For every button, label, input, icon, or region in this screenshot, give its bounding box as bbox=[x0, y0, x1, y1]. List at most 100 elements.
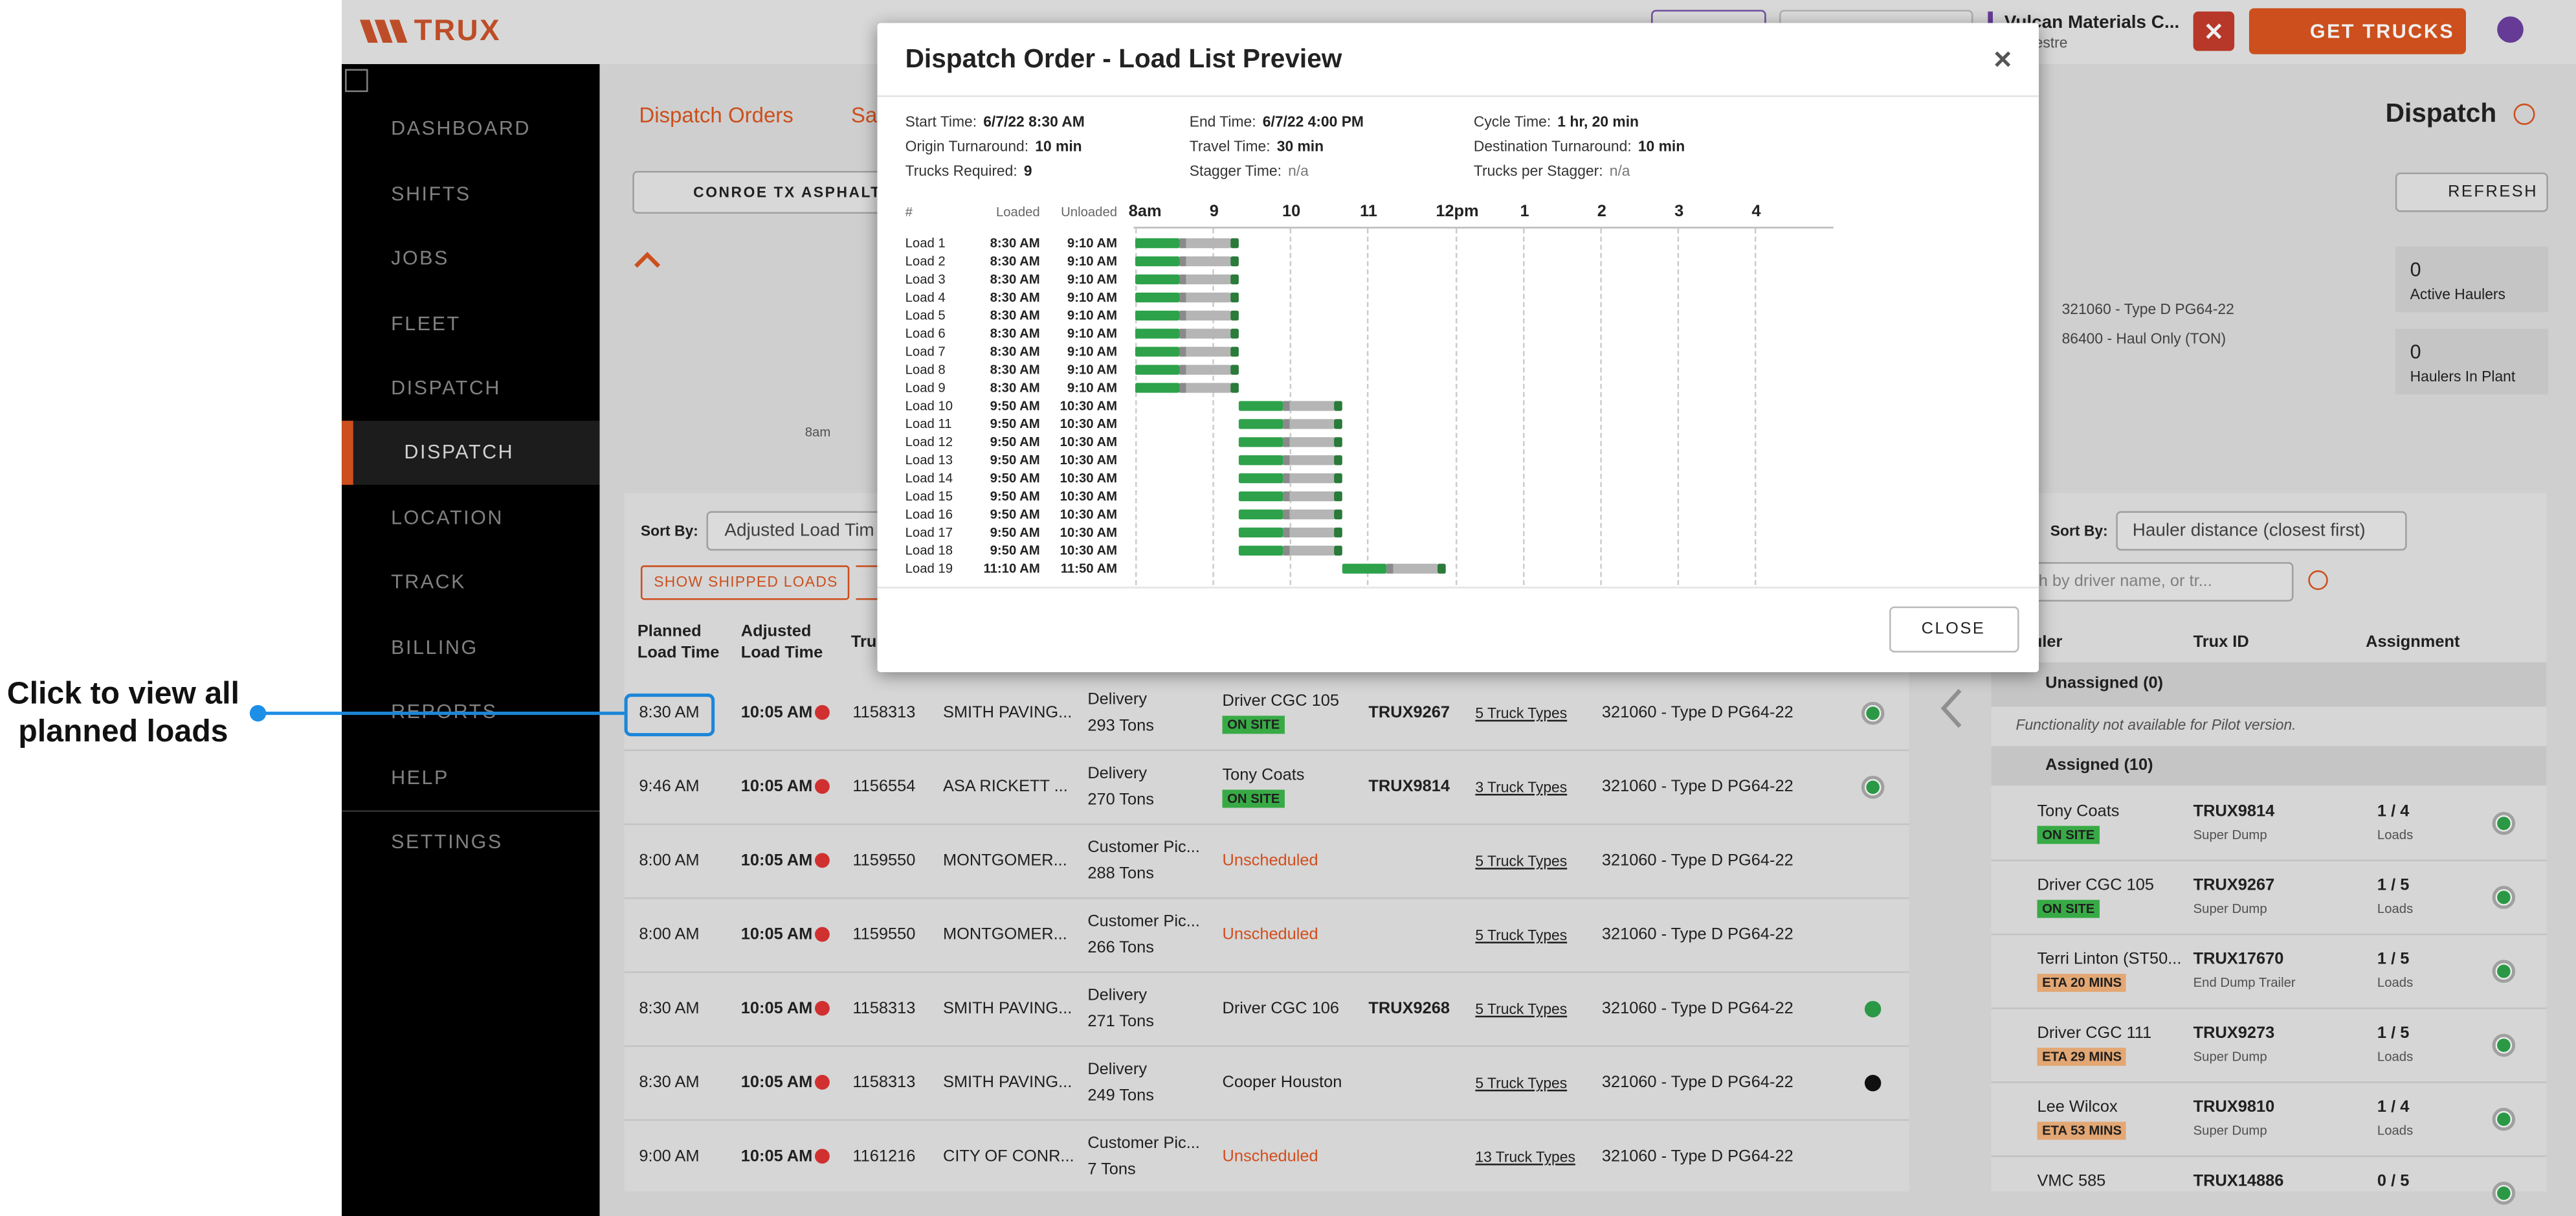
sidebar-item[interactable]: BILLING bbox=[391, 636, 478, 659]
load-bar-return bbox=[1186, 328, 1231, 339]
load-bar-end bbox=[1230, 383, 1239, 393]
table-header: Planned Load Time bbox=[637, 623, 720, 662]
assignment: 1 / 5 bbox=[2377, 1024, 2410, 1043]
tons: 249 Tons bbox=[1087, 1087, 1154, 1106]
status-dot bbox=[1861, 776, 1885, 799]
assignment-unit: Loads bbox=[2377, 1049, 2414, 1064]
assignment-unit: Loads bbox=[2377, 901, 2414, 917]
truck-id: TRUX9267 bbox=[1368, 704, 1450, 723]
loaded-time: 9:50 AM bbox=[990, 489, 1040, 504]
plant-button[interactable] bbox=[632, 170, 893, 214]
load-bar-end bbox=[1230, 365, 1239, 375]
load-bar-return bbox=[1289, 437, 1335, 447]
expand-chevron[interactable] bbox=[634, 250, 661, 269]
sidebar-item[interactable]: DISPATCH bbox=[404, 440, 515, 464]
status-dot bbox=[2492, 1033, 2516, 1057]
sidebar-item[interactable]: SETTINGS bbox=[391, 829, 503, 853]
sort-value: Adjusted Load Tim bbox=[724, 521, 874, 541]
planned-time[interactable]: 8:30 AM bbox=[639, 704, 700, 723]
search-box[interactable] bbox=[2007, 562, 2294, 602]
refresh-button[interactable] bbox=[2395, 172, 2548, 212]
unloaded-time: 9:10 AM bbox=[1067, 380, 1118, 396]
sidebar-item[interactable]: JOBS bbox=[391, 246, 449, 270]
unloaded-time: 9:10 AM bbox=[1067, 236, 1118, 251]
tab[interactable]: Dispatch Orders bbox=[639, 102, 794, 128]
order-type: Customer Pic... bbox=[1087, 839, 1200, 857]
planned-time: 9:46 AM bbox=[639, 778, 700, 796]
order-id: 1158313 bbox=[852, 1000, 916, 1019]
load-bar-travel bbox=[1135, 383, 1180, 393]
clear-button[interactable] bbox=[2193, 11, 2235, 51]
sidebar-toggle[interactable] bbox=[345, 69, 368, 93]
close-button[interactable] bbox=[1889, 606, 2019, 653]
order-type: Delivery bbox=[1087, 987, 1148, 1006]
avatar-icon[interactable] bbox=[2497, 16, 2524, 43]
unloaded-time: 10:30 AM bbox=[1060, 507, 1118, 522]
load-bar-end bbox=[1334, 545, 1342, 556]
load-bar-unload bbox=[1283, 419, 1290, 429]
get-trucks-button[interactable] bbox=[2248, 8, 2466, 54]
loaded-time: 8:30 AM bbox=[990, 362, 1040, 377]
unloaded-time: 9:10 AM bbox=[1067, 344, 1118, 359]
stat-box bbox=[2395, 328, 2548, 395]
load-name: Load 13 bbox=[905, 453, 953, 468]
sidebar-item[interactable]: DISPATCH bbox=[391, 376, 501, 400]
driver: Driver CGC 105 bbox=[1222, 692, 1340, 711]
row-divider bbox=[1991, 1155, 2547, 1157]
loaded-time: 9:50 AM bbox=[990, 434, 1040, 450]
collapse-chevron[interactable] bbox=[1935, 687, 1968, 730]
sidebar-item[interactable]: TRACK bbox=[391, 570, 467, 594]
load-bar-return bbox=[1289, 491, 1335, 502]
clock-icon bbox=[814, 1000, 830, 1016]
load-bar-return bbox=[1289, 509, 1335, 520]
sidebar-item[interactable]: DASHBOARD bbox=[391, 117, 531, 140]
close-label: CLOSE bbox=[1921, 620, 1986, 639]
annotation-text: planned loads bbox=[18, 715, 228, 750]
status-badge: ON SITE bbox=[1222, 715, 1285, 734]
customer: ASA RICKETT ... bbox=[942, 778, 1068, 796]
sidebar-item[interactable]: SHIFTS bbox=[391, 182, 471, 206]
load-name: Load 10 bbox=[905, 398, 953, 414]
order-id: 1156554 bbox=[852, 778, 916, 796]
load-bar-return bbox=[1186, 346, 1231, 357]
truck-types: 3 Truck Types bbox=[1475, 779, 1568, 796]
clock-icon bbox=[814, 1075, 830, 1090]
assignment-unit: Loads bbox=[2377, 828, 2414, 842]
time-tick: 8am bbox=[1128, 203, 1162, 221]
modal-divider bbox=[877, 95, 2039, 97]
annotation-line bbox=[258, 712, 625, 715]
sidebar-item[interactable]: HELP bbox=[391, 765, 449, 789]
loaded-time: 9:50 AM bbox=[990, 524, 1040, 540]
sort-select[interactable] bbox=[2116, 511, 2407, 551]
load-bar-travel bbox=[1239, 401, 1283, 411]
modal-close-x[interactable] bbox=[1991, 48, 2014, 71]
logo-text: TRUX bbox=[414, 14, 502, 47]
time-grid-line bbox=[1212, 228, 1214, 585]
field-value: 10 min bbox=[1035, 138, 1082, 155]
tab[interactable]: Sa bbox=[850, 102, 878, 128]
load-bar-travel bbox=[1135, 256, 1180, 267]
show-shipped-button[interactable] bbox=[640, 565, 850, 600]
time-tick: 3 bbox=[1674, 203, 1684, 221]
status-dot bbox=[2492, 886, 2516, 909]
field-label: Trucks Required: bbox=[905, 163, 1017, 179]
hauler-name: Tony Coats bbox=[2037, 802, 2120, 821]
sort-value: Hauler distance (closest first) bbox=[2132, 521, 2366, 541]
chevron-up bbox=[634, 251, 661, 268]
status-badge: ON SITE bbox=[1222, 789, 1285, 808]
unloaded-time: 9:10 AM bbox=[1067, 362, 1118, 377]
load-name: Load 9 bbox=[905, 380, 946, 396]
stat-box bbox=[2395, 246, 2548, 313]
customer: SMITH PAVING... bbox=[942, 1000, 1072, 1019]
order-type: Delivery bbox=[1087, 691, 1148, 710]
load-bar-travel bbox=[1239, 455, 1283, 466]
load-name: Load 14 bbox=[905, 471, 953, 486]
truck-types: 13 Truck Types bbox=[1475, 1149, 1575, 1165]
driver: Cooper Houston bbox=[1222, 1074, 1342, 1092]
sort-select[interactable] bbox=[706, 511, 891, 551]
logo-icon bbox=[359, 19, 409, 43]
assignment-unit: Loads bbox=[2377, 1123, 2414, 1138]
driver: Unscheduled bbox=[1222, 852, 1318, 871]
sidebar-item[interactable]: FLEET bbox=[391, 312, 461, 335]
sidebar-item[interactable]: LOCATION bbox=[391, 506, 504, 530]
